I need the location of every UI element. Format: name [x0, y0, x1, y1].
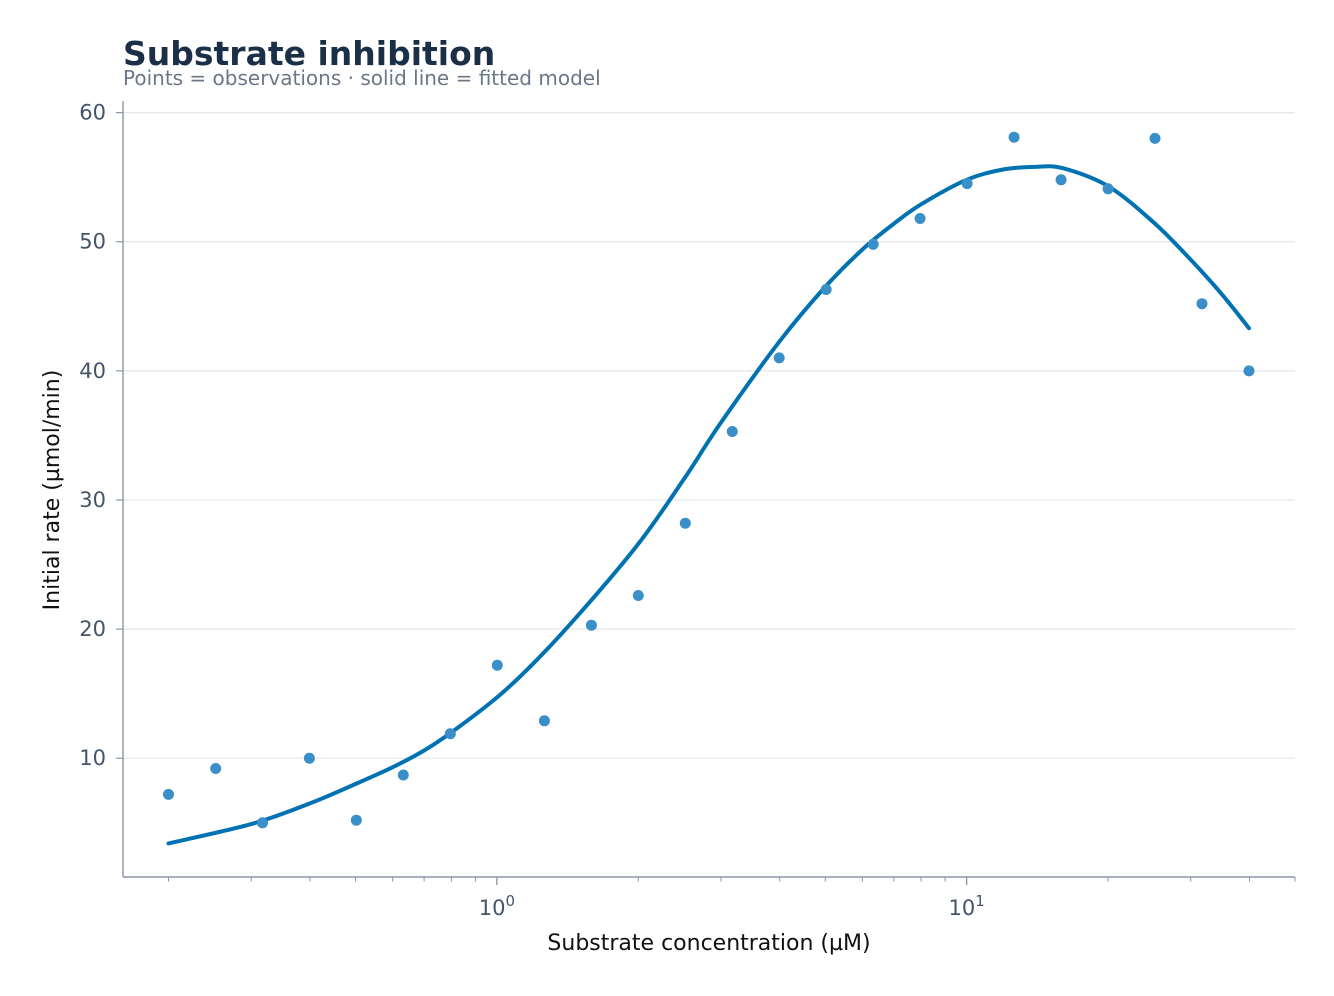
chart-subtitle: Points = observations · solid line = fit… — [123, 66, 601, 90]
y-tick-label: 30 — [79, 488, 106, 512]
observation-point — [726, 426, 738, 437]
gridlines — [123, 112, 1295, 759]
observation-point — [1102, 183, 1114, 195]
x-axis-label: Substrate concentration (µM) — [547, 931, 870, 956]
observation-point — [350, 814, 362, 826]
observation-point — [632, 590, 644, 601]
observation-point — [961, 178, 973, 190]
x-tick-label: 101 — [949, 892, 985, 920]
y-tick-label: 20 — [79, 617, 106, 641]
y-tick-label: 60 — [79, 101, 106, 125]
observations-layer — [163, 131, 1255, 829]
x-tick-label: 100 — [479, 892, 515, 920]
observation-point — [820, 284, 832, 295]
fitted-model-layer — [166, 164, 1251, 846]
observation-point — [1055, 174, 1067, 186]
observation-point — [1196, 298, 1208, 310]
y-axis-label: Initial rate (µmol/min) — [40, 370, 65, 611]
observation-point — [257, 817, 268, 829]
observation-point — [303, 752, 315, 764]
y-tick-label: 50 — [79, 230, 106, 254]
y-tick-label: 10 — [79, 746, 106, 770]
observation-point — [444, 728, 456, 740]
observation-point — [397, 769, 409, 781]
observation-point — [210, 763, 222, 774]
observation-point — [538, 715, 550, 727]
axes: 10 20 30 40 50 60 100 101 — [79, 101, 1296, 920]
observation-point — [163, 788, 174, 800]
observation-point — [491, 659, 503, 671]
fitted-model-line — [166, 164, 1251, 846]
observation-point — [1243, 365, 1255, 377]
observation-point — [867, 238, 879, 250]
y-tick-label: 40 — [79, 359, 106, 383]
observation-point — [1008, 131, 1020, 143]
observation-point — [914, 213, 926, 224]
observation-point — [585, 619, 597, 631]
observation-point — [1149, 132, 1161, 144]
observation-point — [773, 352, 785, 364]
chart-title: Substrate inhibition — [123, 34, 496, 73]
observation-point — [679, 517, 691, 529]
